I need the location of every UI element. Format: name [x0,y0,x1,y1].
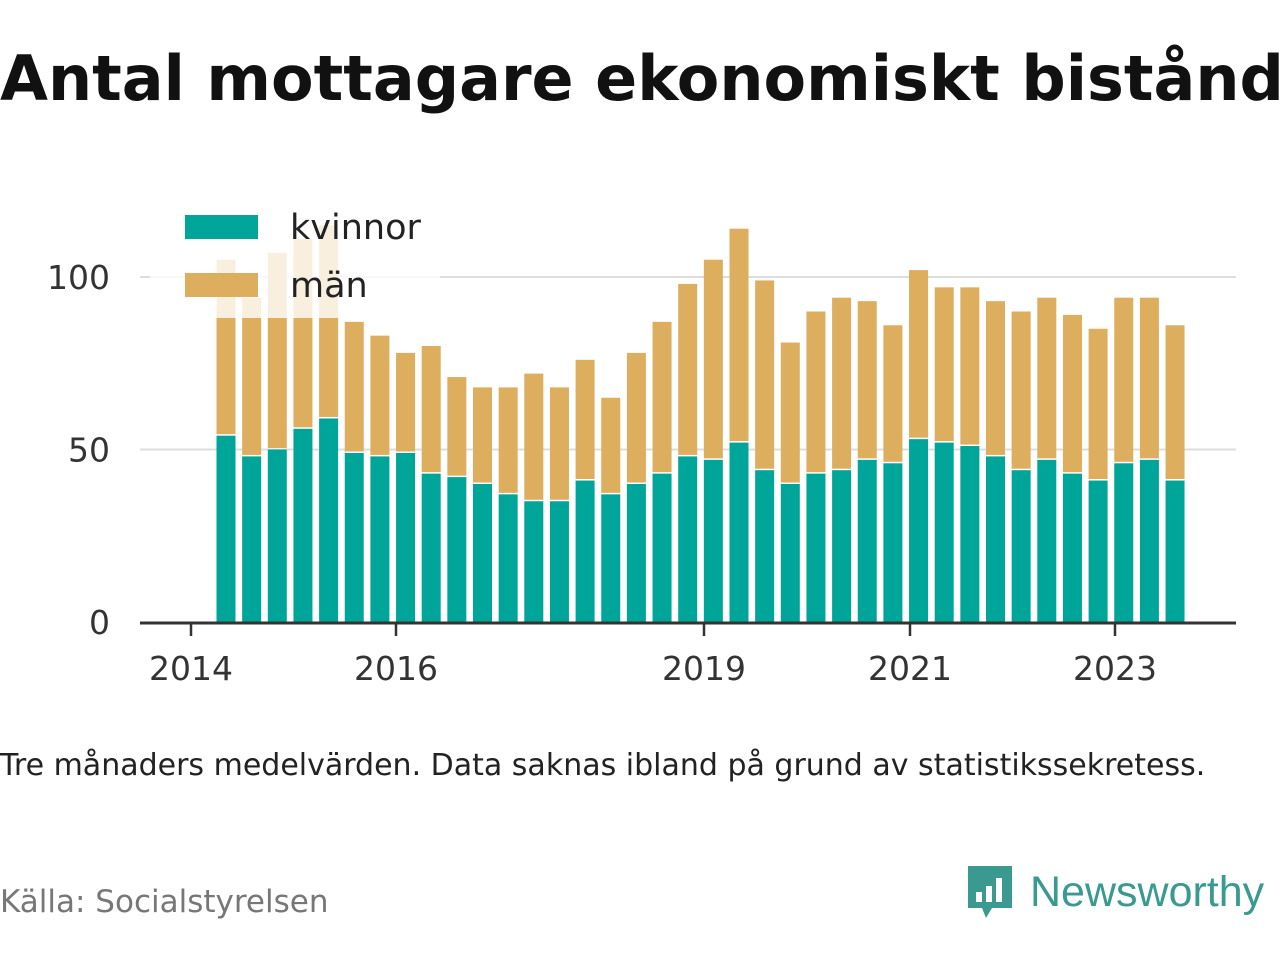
bar-man [549,387,569,500]
bar-kvinnor [267,449,287,622]
bar-kvinnor [293,428,313,622]
bar-kvinnor [396,452,416,622]
legend-swatch [185,273,258,297]
y-tick-label: 50 [68,431,110,470]
legend-label: män [290,266,368,306]
bar-kvinnor [549,501,569,622]
bar-man [857,301,877,459]
bar-man [498,387,518,493]
bar-man [601,397,621,493]
source-note: Källa: Socialstyrelsen [0,884,329,920]
bar-man [242,297,262,455]
x-tick-label: 2014 [149,649,233,688]
bar-man [1011,311,1031,469]
bar-kvinnor [857,459,877,622]
bar-man [832,297,852,469]
bar-man [883,325,903,462]
bar-kvinnor [524,501,544,622]
bar-man [447,377,467,476]
bar-kvinnor [242,456,262,622]
bar-man [1062,314,1082,473]
bar-man [934,287,954,442]
bar-man [652,321,672,473]
bar-kvinnor [447,477,467,622]
bar-man [729,228,749,442]
legend-label: kvinnor [290,208,421,248]
bar-kvinnor [832,470,852,622]
x-tick-label: 2023 [1073,649,1157,688]
bar-kvinnor [755,470,775,622]
bar-kvinnor [319,418,339,622]
bar-man [780,342,800,483]
bar-kvinnor [703,459,723,622]
bar-kvinnor [883,463,903,622]
x-tick-label: 2016 [354,649,438,688]
legend-swatch [185,215,258,239]
bar-kvinnor [473,484,492,622]
newsworthy-logo-icon [968,866,1012,918]
legend: kvinnor män [150,196,440,318]
bar-man [909,270,929,438]
y-tick-label: 100 [47,258,110,297]
bar-man [473,387,492,483]
chart-title: Antal mottagare ekonomiskt bistånd [0,42,1280,115]
bar-man [344,321,364,452]
bar-man [1139,297,1159,459]
bar-kvinnor [421,473,441,622]
bar-man [960,287,980,445]
bar-kvinnor [652,473,672,622]
bar-man [626,352,646,483]
bar-man [1165,325,1185,480]
bar-kvinnor [986,456,1005,622]
bar-man [755,280,775,469]
bar-kvinnor [1139,459,1159,622]
bar-man [1088,328,1108,480]
bar-kvinnor [601,494,621,622]
bar-kvinnor [1037,459,1057,622]
bar-kvinnor [575,480,595,622]
bar-kvinnor [909,439,929,622]
bar-kvinnor [216,435,236,622]
x-tick-label: 2019 [662,649,746,688]
bar-man [678,283,698,455]
bar-man [524,373,544,500]
x-tick-label: 2021 [868,649,952,688]
bar-kvinnor [370,456,390,622]
bar-kvinnor [1062,473,1082,622]
bar-kvinnor [678,456,698,622]
stacked-bar-chart: 0 50 100 2014 2016 2019 2021 2023 kvinnor män [47,196,1236,688]
bar-man [703,259,723,459]
bar-kvinnor [806,473,826,622]
bar-man [396,352,416,452]
bar-man [421,346,441,473]
bar-kvinnor [729,442,749,622]
bar-kvinnor [344,452,364,622]
bar-man [1037,297,1057,459]
bar-man [370,335,390,455]
bar-kvinnor [1114,463,1134,622]
bar-kvinnor [960,446,980,622]
bar-kvinnor [934,442,954,622]
chart-subtitle: Tre månaders medelvärden. Data saknas ib… [0,748,1206,783]
bar-kvinnor [780,484,800,622]
bar-kvinnor [1165,480,1185,622]
bar-kvinnor [498,494,518,622]
bar-kvinnor [1011,470,1031,622]
brand-name: Newsworthy [1030,867,1265,916]
y-tick-label: 0 [89,603,110,642]
bar-man [806,311,826,473]
bar-man [986,301,1005,455]
axes: 0 50 100 2014 2016 2019 2021 2023 [47,258,1236,688]
bar-man [1114,297,1134,462]
bar-man [575,359,595,480]
bar-kvinnor [626,484,646,622]
bars [216,225,1185,622]
newsworthy-logo: Newsworthy [964,862,1264,922]
bar-kvinnor [1088,480,1108,622]
